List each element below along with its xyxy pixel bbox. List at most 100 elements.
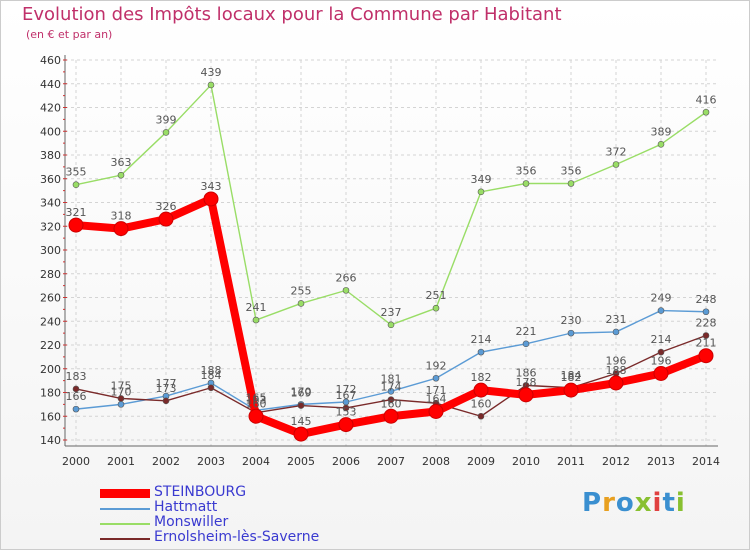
x-tick-label: 2001: [107, 455, 135, 468]
x-tick-label: 2000: [62, 455, 90, 468]
data-point: [117, 401, 125, 408]
data-point: [297, 300, 305, 307]
data-point: [252, 316, 260, 324]
data-label: 211: [696, 337, 717, 350]
data-point: [117, 171, 125, 179]
data-label: 171: [426, 384, 447, 397]
data-point: [567, 329, 575, 337]
y-tick-label: 380: [40, 149, 61, 162]
data-point: [608, 375, 624, 391]
y-tick-label: 400: [40, 125, 61, 138]
data-label: 196: [606, 355, 627, 368]
data-label: 249: [651, 292, 672, 305]
data-point: [428, 404, 444, 419]
y-tick-label: 440: [40, 78, 61, 91]
y-tick-label: 200: [40, 363, 61, 376]
data-point: [612, 161, 620, 168]
x-tick-label: 2007: [377, 455, 405, 468]
data-label: 231: [606, 313, 627, 326]
data-label: 186: [516, 366, 537, 379]
data-label: 188: [201, 364, 222, 377]
y-tick-label: 160: [40, 410, 61, 423]
data-point: [387, 321, 395, 329]
data-label: 145: [291, 415, 312, 428]
data-label: 192: [426, 359, 447, 372]
y-tick-label: 240: [40, 315, 61, 328]
x-tick-label: 2004: [242, 455, 270, 468]
data-label: 356: [561, 165, 582, 178]
data-point: [383, 408, 399, 424]
data-point: [342, 287, 350, 294]
data-label: 160: [471, 397, 492, 410]
data-label: 237: [381, 306, 402, 319]
data-point: [522, 340, 530, 348]
data-point: [653, 366, 669, 381]
data-point: [293, 426, 309, 442]
data-label: 196: [651, 355, 672, 368]
y-tick-label: 460: [40, 54, 61, 67]
x-tick-label: 2002: [152, 455, 180, 468]
data-point: [162, 129, 170, 136]
data-label: 182: [471, 371, 492, 384]
chart-subtitle: (en € et par an): [26, 28, 113, 41]
logo-letter: i: [652, 488, 663, 518]
data-point: [72, 405, 80, 413]
data-label: 248: [696, 293, 717, 306]
data-point: [477, 348, 485, 356]
legend-label: Hattmatt: [154, 499, 218, 515]
data-label: 178: [516, 376, 537, 389]
data-point: [477, 412, 485, 420]
logo-letter: r: [602, 488, 616, 518]
data-point: [158, 211, 174, 227]
data-point: [477, 188, 485, 196]
data-label: 416: [696, 93, 717, 106]
data-label: 160: [381, 397, 402, 410]
x-tick-label: 2010: [512, 455, 540, 468]
data-point: [702, 108, 710, 116]
data-point: [117, 395, 125, 402]
data-label: 326: [156, 200, 177, 213]
proxiti-logo: Proxiti: [582, 488, 686, 518]
data-label: 356: [516, 165, 537, 178]
grid-layer: [65, 59, 718, 446]
data-label: 153: [336, 406, 357, 419]
x-tick-label: 2006: [332, 455, 360, 468]
logo-letter: i: [675, 488, 686, 518]
data-point: [702, 308, 710, 316]
y-tick-label: 340: [40, 197, 61, 210]
data-point: [612, 328, 620, 336]
y-tick-label: 320: [40, 220, 61, 233]
data-point: [297, 402, 305, 409]
data-label: 175: [111, 379, 132, 392]
data-point: [473, 382, 489, 398]
y-tick-label: 300: [40, 244, 61, 257]
data-label: 221: [516, 325, 537, 338]
data-label: 167: [336, 389, 357, 402]
data-label: 389: [651, 125, 672, 138]
data-label: 230: [561, 314, 582, 327]
data-point: [162, 397, 170, 405]
data-label: 214: [651, 333, 672, 346]
data-label: 170: [111, 385, 132, 398]
data-label: 173: [156, 382, 177, 395]
y-tick-label: 280: [40, 268, 61, 281]
data-label: 343: [201, 180, 222, 193]
data-point: [698, 348, 714, 364]
legend-swatch: [100, 508, 150, 510]
legend-swatch: [100, 523, 150, 525]
y-tick-label: 140: [40, 434, 61, 447]
data-label: 177: [156, 377, 177, 390]
data-label: 439: [201, 66, 222, 79]
logo-letter: P: [582, 488, 603, 518]
data-point: [432, 304, 440, 312]
logo-letter: x: [634, 488, 653, 518]
axis-layer: 140 160 180 200 220 240 260 280 300 320 340 360 380 4…: [40, 54, 720, 468]
data-label: 182: [561, 371, 582, 384]
data-point: [72, 385, 80, 393]
data-label: 181: [381, 372, 402, 385]
data-label: 184: [561, 369, 582, 382]
data-point: [563, 382, 579, 398]
